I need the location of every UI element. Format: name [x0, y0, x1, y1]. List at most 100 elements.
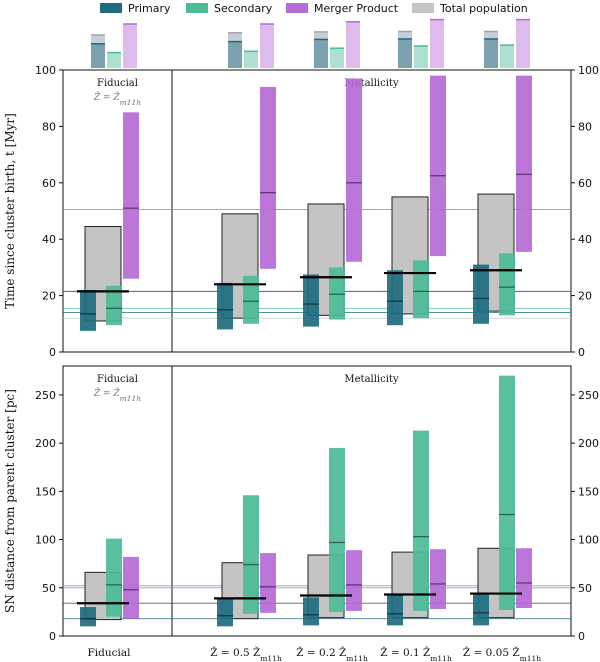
legend-swatch-total: [412, 3, 434, 13]
inset-bar-merger: [123, 24, 137, 68]
inset-bar-primary: [398, 38, 412, 68]
inset-bar-merger: [260, 24, 274, 68]
distance-panel: 0 0 50 50 100 100 150 150 200 200 250 250 SN distanc…: [3, 365, 599, 643]
legend-label-merger: Merger Product: [314, 2, 399, 15]
inset-bar-secondary: [330, 48, 344, 68]
plot-frame: [62, 365, 572, 637]
legend: Primary Secondary Merger Product Total p…: [100, 2, 528, 15]
bar-secondary: [329, 267, 345, 320]
ytick-label-left: 0: [49, 630, 56, 643]
bar-primary: [80, 607, 96, 627]
ytick-label-left: 150: [35, 485, 56, 498]
ytick-label-right: 100: [578, 64, 599, 77]
legend-entry-total: Total population: [412, 2, 528, 15]
bar-merger: [346, 78, 362, 262]
bar-merger: [516, 75, 532, 252]
inset-bar-merger: [430, 19, 444, 69]
bar-primary: [473, 264, 489, 324]
inset-bar-total: [398, 31, 412, 68]
plot-frame: [62, 69, 572, 353]
inset-bar-total: [314, 31, 328, 69]
ytick-label-right: 80: [578, 120, 592, 133]
ytick-label-right: 50: [578, 582, 592, 595]
ytick-label-left: 60: [42, 177, 56, 190]
ytick-label-right: 100: [578, 534, 599, 547]
x-category-label: Ž = 0.05 Žm11h: [463, 645, 541, 662]
bar-merger: [430, 75, 446, 257]
bar-primary: [80, 289, 96, 331]
bar-merger: [260, 86, 276, 269]
ytick-label-left: 50: [42, 582, 56, 595]
ytick-label-right: 0: [578, 630, 585, 643]
time-panel: 0 0 20 20 40 40 60 60 80 80 100 100 Time since clust…: [3, 64, 599, 359]
inset-bar-primary: [484, 38, 498, 68]
bar-merger: [516, 548, 532, 609]
legend-label-secondary: Secondary: [214, 2, 273, 15]
ytick-label-left: 200: [35, 437, 56, 450]
x-category-label: Ž = 0.1 Žm11h: [380, 645, 452, 662]
ytick-label-left: 40: [42, 233, 56, 246]
bar-secondary: [243, 495, 259, 614]
inset-bar-secondary: [500, 45, 514, 68]
x-category-label: Ž = 0.2 Žm11h: [296, 645, 368, 662]
bar-merger: [123, 112, 139, 279]
x-category-label: Ž = 0.5 Žm11h: [210, 645, 282, 662]
bar-secondary: [413, 260, 429, 319]
inset-bar-merger: [346, 21, 360, 68]
panel-subtitle-fiducial: Ž = Žm11h: [93, 387, 141, 403]
inset-bars: [91, 18, 530, 69]
ytick-label-right: 0: [578, 346, 585, 359]
inset-bar-total: [484, 31, 498, 68]
bar-primary: [387, 270, 403, 326]
legend-label-total: Total population: [439, 2, 528, 15]
bar-secondary: [329, 447, 345, 612]
panel-title-fiducial: Fiducial: [97, 374, 138, 385]
ytick-label-right: 60: [578, 177, 592, 190]
bar-primary: [303, 597, 319, 626]
ytick-label-left: 250: [35, 389, 56, 402]
ytick-label-right: 40: [578, 233, 592, 246]
ytick-label-right: 200: [578, 437, 599, 450]
bar-primary: [473, 593, 489, 626]
y-axis-label: Time since cluster birth, t [Myr]: [3, 113, 17, 309]
ytick-label-left: 100: [35, 64, 56, 77]
inset-bar-secondary: [244, 51, 258, 68]
legend-label-primary: Primary: [128, 2, 171, 15]
bar-primary: [217, 282, 233, 330]
bar-merger: [346, 550, 362, 611]
x-category-label: Fiducial: [88, 647, 132, 659]
bar-secondary: [499, 253, 515, 316]
legend-swatch-secondary: [186, 3, 208, 13]
bar-primary: [217, 599, 233, 627]
bar-merger: [260, 553, 276, 613]
inset-bar-primary: [314, 39, 328, 68]
legend-swatch-merger: [286, 3, 308, 13]
x-category-labels: Fiducial Ž = 0.5 Žm11h Ž = 0.2 Žm11h Ž = 0.…: [88, 645, 542, 662]
bar-secondary: [106, 285, 122, 326]
panel-subtitle-fiducial: Ž = Žm11h: [93, 91, 141, 107]
bar-merger: [123, 556, 139, 619]
inset-bar-merger: [516, 19, 530, 69]
y-axis-label: SN distance from parent cluster [pc]: [3, 389, 17, 613]
panel-title-metallicity: Metallicity: [344, 78, 399, 89]
inset-bar-primary: [91, 43, 105, 68]
legend-swatch-primary: [100, 3, 122, 13]
ytick-label-left: 0: [49, 346, 56, 359]
legend-entry-secondary: Secondary: [186, 2, 273, 15]
bar-secondary: [106, 538, 122, 617]
inset-bar-secondary: [414, 46, 428, 68]
bar-primary: [303, 274, 319, 327]
ytick-label-left: 100: [35, 534, 56, 547]
legend-entry-primary: Primary: [100, 2, 171, 15]
ytick-label-right: 250: [578, 389, 599, 402]
legend-entry-merger: Merger Product: [286, 2, 399, 15]
panel-title-metallicity: Metallicity: [344, 374, 399, 385]
bar-secondary: [499, 375, 515, 610]
ytick-label-right: 20: [578, 290, 592, 303]
bar-merger: [430, 549, 446, 609]
inset-bar-secondary: [107, 52, 121, 68]
bar-secondary: [413, 430, 429, 611]
ytick-label-left: 20: [42, 290, 56, 303]
panel-title-fiducial: Fiducial: [97, 78, 138, 89]
